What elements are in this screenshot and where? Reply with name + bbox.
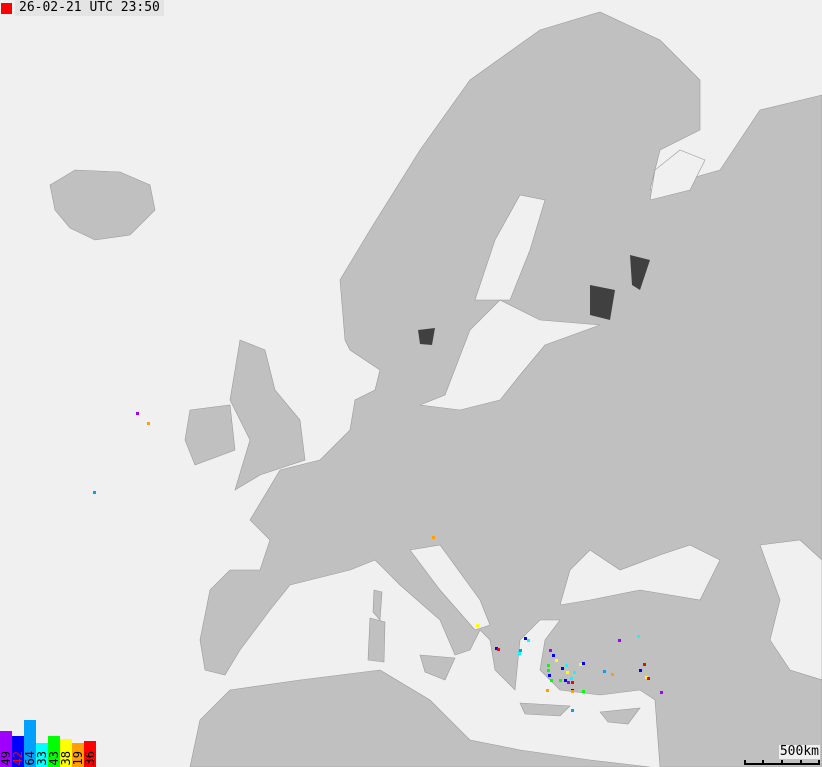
scale-bar: 500km	[744, 745, 820, 765]
lightning-strike-marker	[524, 637, 527, 640]
status-indicator-icon	[1, 2, 12, 14]
lightning-strike-marker	[518, 652, 521, 655]
lightning-strike-marker	[548, 674, 551, 677]
legend-bar: 49	[0, 731, 13, 767]
lightning-strike-marker	[527, 639, 530, 642]
lightning-strike-marker	[603, 670, 606, 673]
lightning-strike-marker	[573, 671, 576, 674]
lightning-strike-marker	[565, 664, 568, 667]
corsica	[372, 589, 383, 621]
lightning-strike-marker	[550, 679, 553, 682]
north-africa	[189, 669, 651, 767]
lightning-strike-marker	[564, 679, 567, 682]
lightning-strike-marker	[582, 662, 585, 665]
scale-tick	[818, 760, 820, 765]
sardinia	[367, 617, 386, 663]
lightning-strike-marker	[579, 663, 582, 666]
legend-bar: 43	[47, 736, 61, 767]
lightning-strike-marker	[432, 536, 435, 539]
lightning-strike-marker	[618, 639, 621, 642]
ireland	[184, 404, 236, 466]
lightning-strike-marker	[582, 690, 585, 693]
lightning-strike-marker	[647, 677, 650, 680]
lightning-strike-marker	[643, 663, 646, 666]
lightning-strike-marker	[567, 681, 570, 684]
strike-count-legend: 49 42 64 33 43 38 19 36	[0, 720, 97, 767]
legend-count: 36	[83, 750, 97, 765]
lake-onega	[630, 255, 650, 290]
lightning-strike-marker	[552, 654, 555, 657]
lightning-strike-marker	[93, 491, 96, 494]
lightning-strike-marker	[547, 664, 550, 667]
legend-bar: 42	[11, 736, 25, 767]
lightning-strike-marker	[639, 669, 642, 672]
lightning-strike-marker	[611, 673, 614, 676]
crete	[519, 702, 571, 717]
caspian-sea	[759, 539, 822, 681]
lightning-strike-marker	[136, 412, 139, 415]
lightning-strike-marker	[476, 624, 479, 627]
scale-tick	[762, 760, 764, 765]
cyprus	[599, 707, 641, 725]
baltic-sea	[419, 299, 601, 411]
lightning-strike-marker	[571, 690, 574, 693]
legend-bar: 33	[35, 743, 49, 767]
lightning-strike-marker	[495, 647, 498, 650]
timestamp-text: 26-02-21 UTC 23:50	[15, 0, 164, 16]
black-sea	[559, 544, 721, 606]
adriatic-sea	[409, 544, 491, 631]
scale-tick	[781, 760, 783, 765]
lightning-strike-marker	[561, 667, 564, 670]
white-sea	[649, 149, 706, 201]
great-britain	[229, 339, 306, 491]
lightning-strike-marker	[519, 649, 522, 652]
lake-ladoga	[590, 285, 615, 320]
lightning-strike-marker	[660, 691, 663, 694]
lightning-strike-marker	[546, 689, 549, 692]
scale-tick	[744, 760, 746, 765]
legend-bar: 64	[23, 720, 37, 767]
legend-bar: 19	[71, 743, 85, 767]
lightning-strike-marker	[571, 709, 574, 712]
gulf-of-bothnia	[474, 194, 546, 301]
lake-vanern	[418, 328, 435, 345]
timestamp-label: 26-02-21 UTC 23:50	[0, 0, 164, 16]
scale-label: 500km	[778, 744, 820, 759]
legend-bar: 36	[83, 741, 97, 767]
legend-bar: 38	[59, 739, 73, 767]
mainland-europe	[199, 11, 822, 767]
lightning-strike-marker	[497, 648, 500, 651]
scale-tick	[800, 760, 802, 765]
lightning-strike-marker	[555, 659, 558, 662]
lightning-strike-marker	[566, 671, 569, 674]
lightning-strike-marker	[549, 649, 552, 652]
lightning-strike-marker	[559, 679, 562, 682]
lightning-strike-marker	[571, 681, 574, 684]
lightning-strike-marker	[147, 422, 150, 425]
lightning-strike-marker	[570, 677, 573, 680]
iceland	[49, 169, 156, 241]
lightning-strike-marker	[637, 635, 640, 638]
lightning-strike-marker	[547, 669, 550, 672]
lightning-strike-marker	[645, 676, 648, 679]
sicily	[419, 654, 456, 681]
